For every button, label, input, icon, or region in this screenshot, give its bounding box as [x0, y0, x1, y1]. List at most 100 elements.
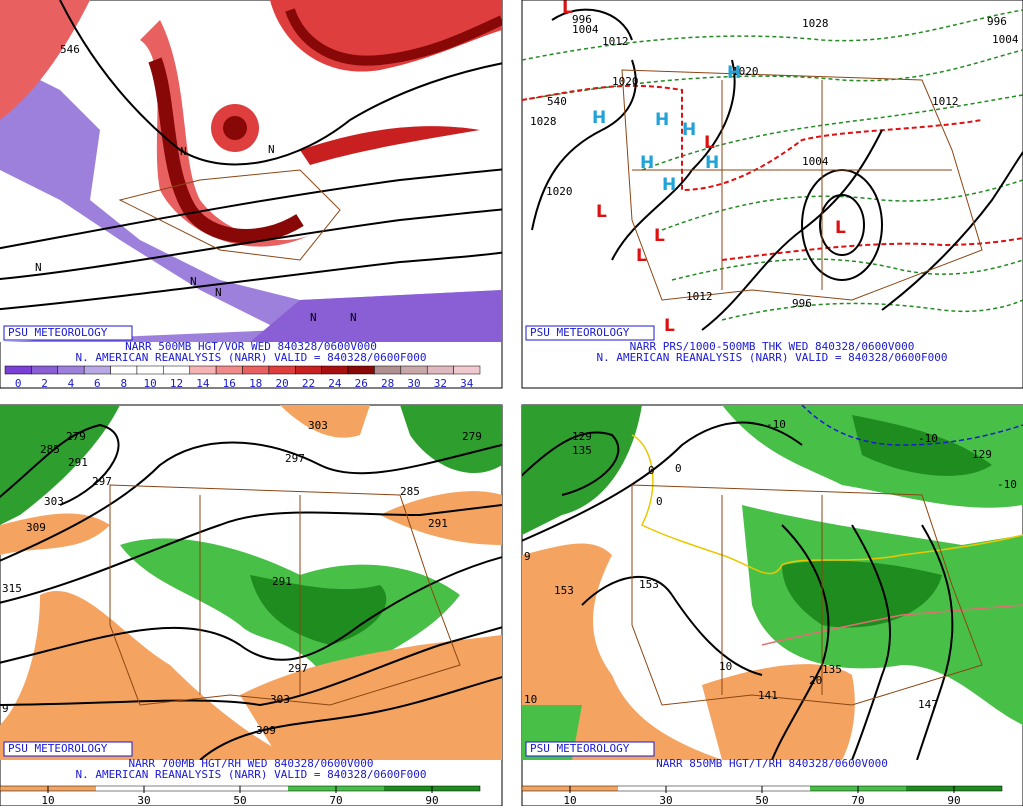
- contour-label: 303: [44, 495, 64, 508]
- contour-label: 1004: [992, 33, 1019, 46]
- credit: PSU METEOROLOGY: [530, 326, 630, 339]
- contour-label: 20: [809, 674, 822, 687]
- colorbar-swatch: [189, 365, 217, 375]
- map: [0, 405, 502, 760]
- contour-label: 291: [272, 575, 292, 588]
- panel-title: NARR 850MB HGT/T/RH 840328/0600V000: [656, 757, 888, 770]
- low-marker: L: [596, 202, 607, 222]
- contour-label: 1012: [932, 95, 959, 108]
- contour-label: 996: [792, 297, 812, 310]
- contour-label: 303: [308, 419, 328, 432]
- contour-label: 1004: [802, 155, 829, 168]
- contour-label: 0: [656, 495, 663, 508]
- colorbar-swatch: [321, 365, 349, 375]
- colorbar-swatch: [136, 365, 164, 375]
- colorbar-tick-label: 70: [851, 794, 864, 806]
- colorbar-swatch: [57, 365, 85, 375]
- low-marker: L: [654, 226, 665, 246]
- colorbar-tick-label: 50: [755, 794, 768, 806]
- panel-frame: [521, 0, 1023, 389]
- low-marker: L: [664, 316, 675, 336]
- colorbar-tick-label: 20: [275, 377, 288, 390]
- colorbar-tick-label: 18: [249, 377, 262, 390]
- colorbar-tick-label: 30: [137, 794, 150, 806]
- contour-label: 153: [639, 578, 659, 591]
- contour-label: 279: [462, 430, 482, 443]
- contour-label: 1028: [530, 115, 557, 128]
- contour-label: 996: [987, 15, 1007, 28]
- panel-title: NARR 500MB HGT/VOR WED 840328/0600V000: [125, 340, 377, 353]
- contour-label: 315: [2, 582, 22, 595]
- credit-box: [3, 741, 133, 757]
- contour-label: 141: [758, 689, 778, 702]
- colorbar-tick-label: 6: [94, 377, 101, 390]
- contour-label: N: [35, 261, 42, 274]
- contour-label: 309: [256, 724, 276, 737]
- credit: PSU METEOROLOGY: [530, 742, 630, 755]
- colorbar-swatch: [453, 365, 481, 375]
- contour-label: 153: [554, 584, 574, 597]
- contour-label: N: [350, 311, 357, 324]
- high-marker: H: [682, 120, 696, 140]
- contour-label: -10: [766, 418, 786, 431]
- colorbar-tick-label: 14: [196, 377, 210, 390]
- contour-label: 1020: [546, 185, 573, 198]
- colorbar-swatch: [400, 365, 428, 375]
- panel-850mb: 129 135 153 153 141 147 135 129 10 20 10…: [521, 404, 1023, 807]
- panel-subtitle: N. AMERICAN REANALYSIS (NARR) VALID = 84…: [76, 351, 427, 364]
- colorbar-swatch: [4, 365, 32, 375]
- colorbar-tick-label: 30: [407, 377, 420, 390]
- credit-box: [3, 325, 133, 341]
- colorbar-tick-label: 12: [170, 377, 183, 390]
- low-marker: L: [636, 246, 647, 266]
- contour-label: 546: [60, 43, 80, 56]
- contour-label: N: [268, 143, 275, 156]
- high-marker: H: [727, 63, 741, 83]
- contour-label: 129: [972, 448, 992, 461]
- colorbar-tick-label: 0: [15, 377, 22, 390]
- colorbar-tick-label: 90: [425, 794, 438, 806]
- contour-label: 1012: [686, 290, 713, 303]
- contour-label: 285: [400, 485, 420, 498]
- contour-label: 10: [719, 660, 732, 673]
- colorbar-swatch: [374, 365, 402, 375]
- high-marker: H: [705, 153, 719, 173]
- contour-label: 297: [285, 452, 305, 465]
- high-marker: H: [640, 153, 654, 173]
- colorbar: 10 30 50 70 90: [0, 785, 481, 807]
- contour-label: 540: [547, 95, 567, 108]
- colorbar-tick-label: 70: [329, 794, 342, 806]
- contour-label: N: [215, 286, 222, 299]
- contour-label: 9: [2, 702, 9, 715]
- colorbar-swatch: [426, 365, 454, 375]
- contour-label: 9: [524, 550, 531, 563]
- contour-label: 291: [68, 456, 88, 469]
- colorbar-tick-label: 2: [41, 377, 48, 390]
- panel-title: NARR 700MB HGT/RH WED 840328/0600V000: [128, 757, 373, 770]
- colorbar-tick-label: 30: [659, 794, 672, 806]
- high-marker: H: [592, 108, 606, 128]
- low-marker: L: [704, 133, 715, 153]
- contour-label: 303: [270, 693, 290, 706]
- contour-label: 129: [572, 430, 592, 443]
- colorbar-tick-label: 16: [223, 377, 236, 390]
- credit: PSU METEOROLOGY: [8, 742, 108, 755]
- colorbar-tick-label: 32: [434, 377, 447, 390]
- panel-thickness: 996 1004 1012 1020 1028 1020 1028 540 10…: [521, 0, 1023, 389]
- map: [522, 8, 1023, 331]
- colorbar-swatch: [163, 365, 190, 375]
- contour-label: 291: [428, 517, 448, 530]
- colorbar-swatch: [295, 365, 322, 375]
- low-marker: L: [562, 0, 573, 18]
- colorbar-swatch: [347, 365, 375, 375]
- contour-label: 1004: [572, 23, 599, 36]
- colorbar-tick-label: 10: [563, 794, 576, 806]
- colorbar-tick-label: 4: [68, 377, 75, 390]
- colorbar-swatch: [31, 365, 59, 375]
- contour-label: -10: [918, 432, 938, 445]
- panel-subtitle: N. AMERICAN REANALYSIS (NARR) VALID = 84…: [76, 768, 427, 781]
- contour-label: 1020: [732, 65, 759, 78]
- contour-label: 1028: [802, 17, 829, 30]
- contour-label: N: [190, 275, 197, 288]
- colorbar-tick-label: 10: [41, 794, 54, 806]
